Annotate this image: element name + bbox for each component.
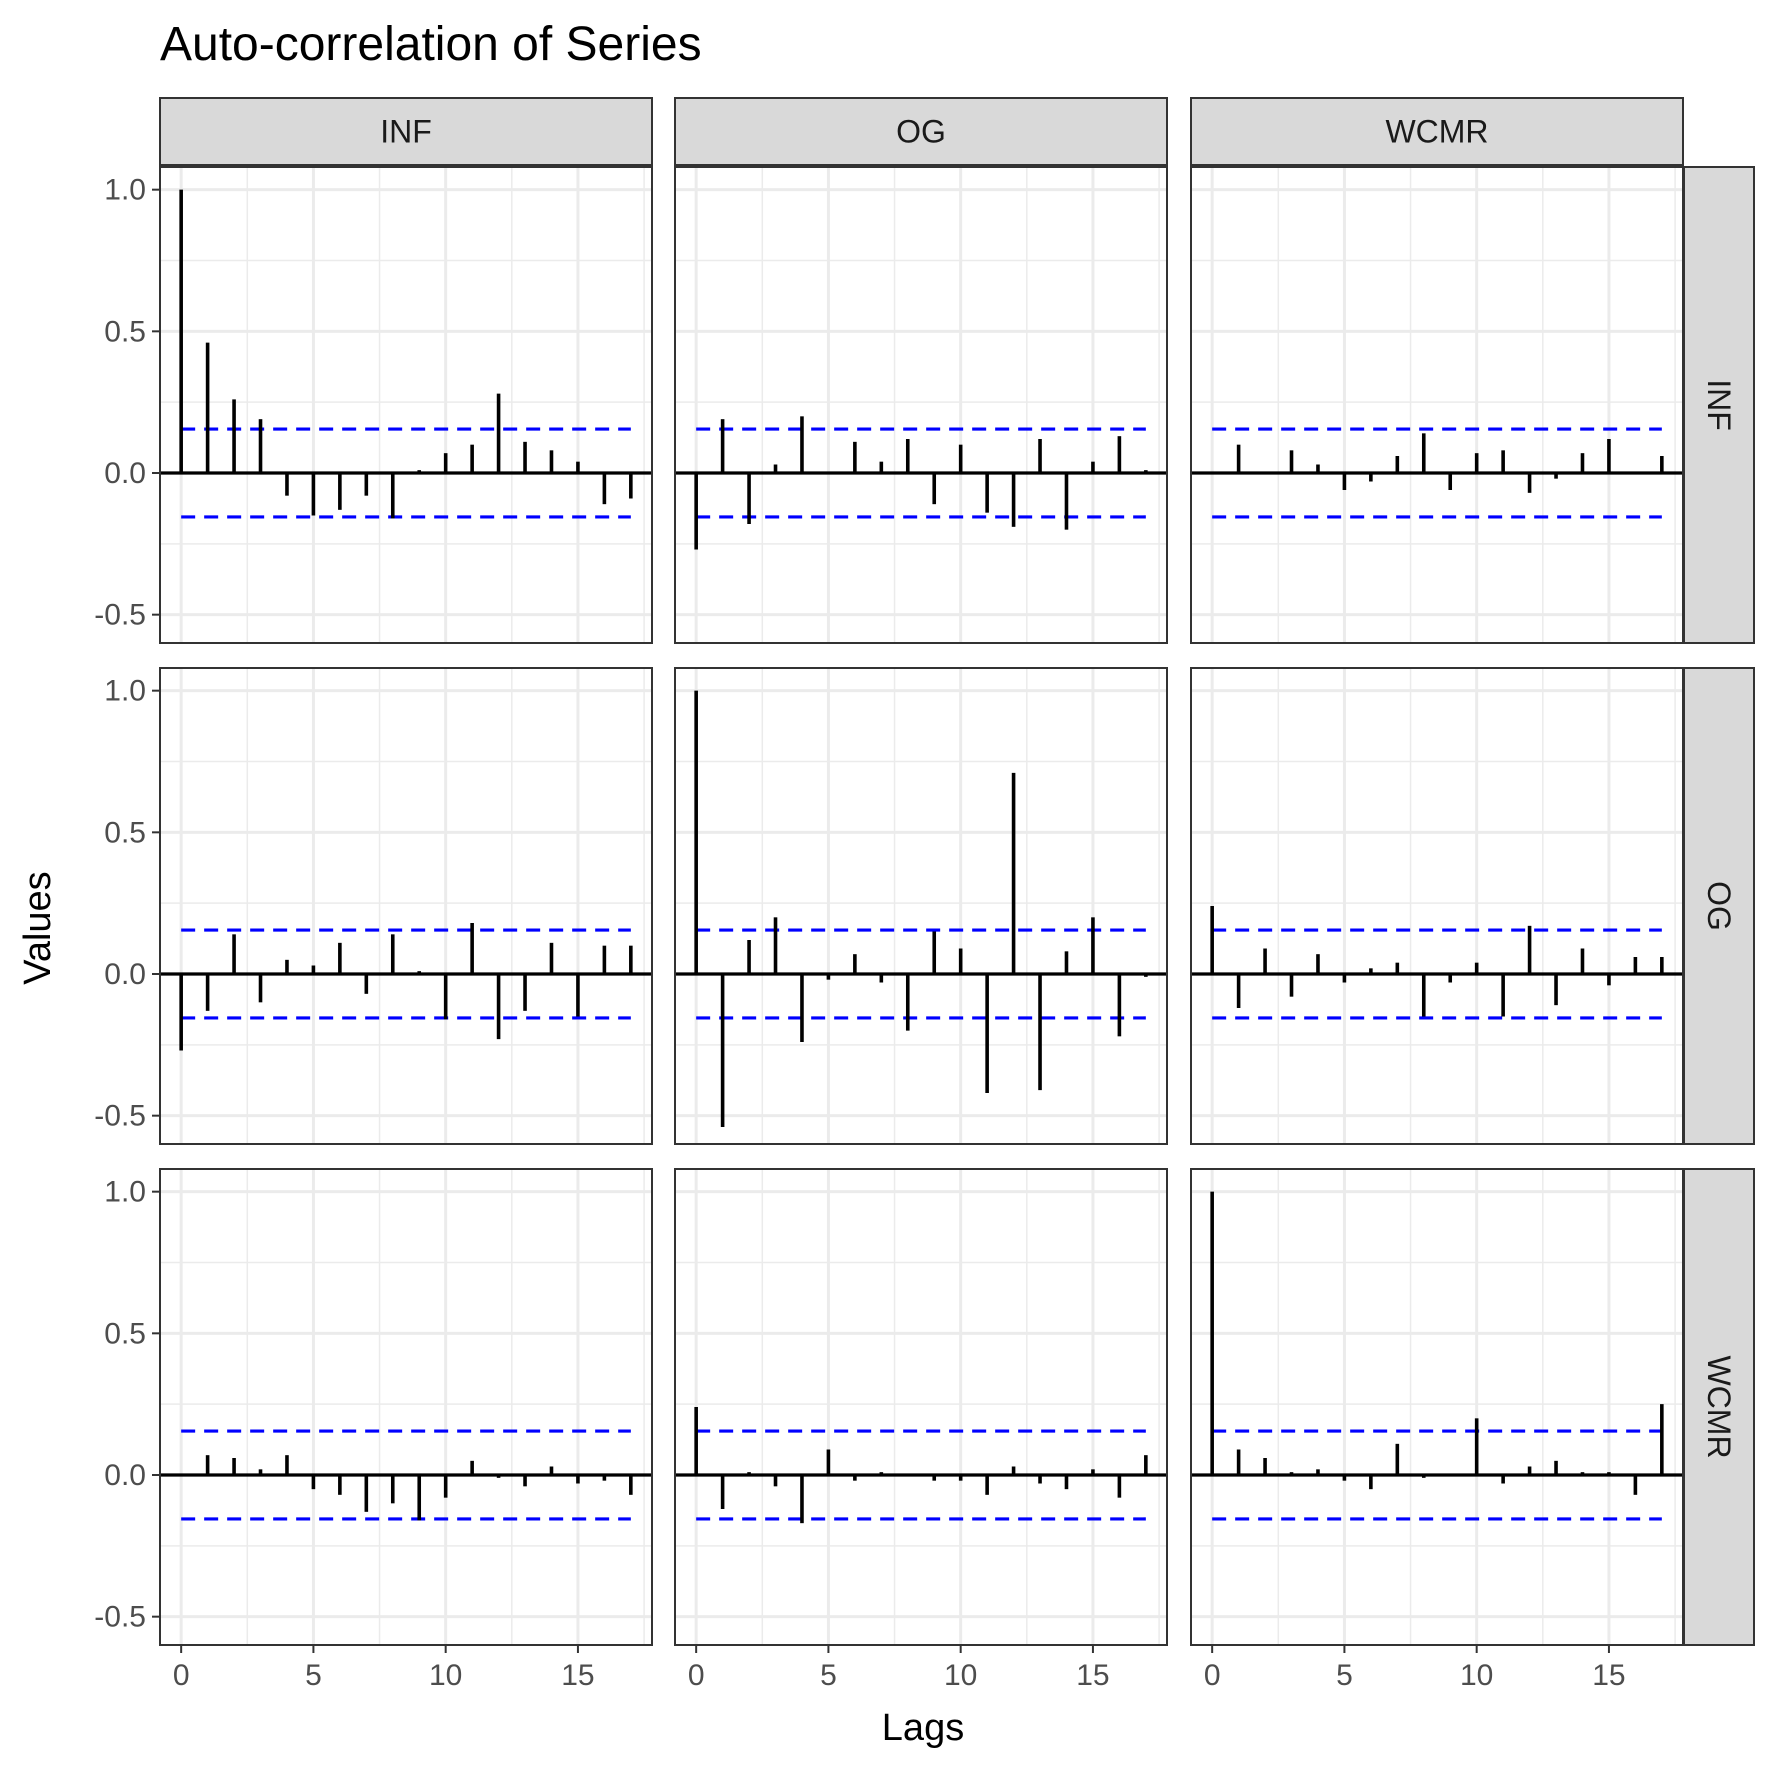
- panel-wcmr-og: [675, 1169, 1167, 1645]
- row-strip-label: WCMR: [1701, 1355, 1737, 1458]
- series-og-inf: [160, 923, 652, 1051]
- chart-title: Auto-correlation of Series: [160, 18, 702, 71]
- y-axis-row-wcmr: -0.5 0.0 0.5 1.0: [94, 1176, 160, 1634]
- column-strip-og: OG: [674, 97, 1168, 166]
- y-tick-label: 0.0: [104, 457, 146, 490]
- row-strip-label: INF: [1701, 379, 1737, 431]
- panel-border: [674, 1168, 1168, 1646]
- y-tick-label: 0.5: [104, 1317, 146, 1350]
- panel-og-wcmr: [1191, 668, 1683, 1144]
- column-strip-label: WCMR: [1385, 114, 1488, 150]
- panel-inf-og: [675, 167, 1167, 643]
- series-inf-og: [675, 416, 1167, 550]
- y-axis-title: Values: [17, 871, 59, 984]
- y-tick-label: -0.5: [94, 1100, 146, 1133]
- series-wcmr-inf: [160, 1429, 652, 1521]
- y-axis-row-og: -0.5 0.0 0.5 1.0: [94, 675, 160, 1133]
- x-tick-label: 5: [1336, 1659, 1353, 1692]
- panel-border: [159, 166, 653, 644]
- series-og-wcmr: [1191, 906, 1683, 1020]
- panel-border: [674, 667, 1168, 1145]
- x-tick-label: 0: [173, 1659, 190, 1692]
- y-tick-label: 0.5: [104, 315, 146, 348]
- x-tick-label: 5: [305, 1659, 322, 1692]
- panel-background: [1191, 1169, 1683, 1645]
- row-strip-wcmr: WCMR: [1683, 1168, 1755, 1646]
- x-tick-label: 10: [429, 1659, 462, 1692]
- panel-wcmr-inf: [160, 1169, 652, 1645]
- panel-background: [675, 1169, 1167, 1645]
- panel-background: [675, 167, 1167, 643]
- series-og-og: [675, 690, 1167, 1127]
- y-tick-label: 0.0: [104, 958, 146, 991]
- y-tick-label: 0.5: [104, 816, 146, 849]
- x-tick-label: 0: [1204, 1659, 1221, 1692]
- x-tick-label: 15: [1592, 1659, 1625, 1692]
- y-tick-label: 1.0: [104, 675, 146, 708]
- panel-background: [675, 668, 1167, 1144]
- panel-wcmr-wcmr: [1191, 1169, 1683, 1645]
- y-axis-row-inf: -0.5 0.0 0.5 1.0: [94, 174, 160, 632]
- series-inf-inf: [160, 189, 652, 519]
- panel-background: [1191, 668, 1683, 1144]
- panel-og-inf: [160, 668, 652, 1144]
- strip-background: [1683, 166, 1755, 644]
- panel-background: [160, 668, 652, 1144]
- x-tick-label: 0: [688, 1659, 705, 1692]
- column-strip-label: INF: [380, 114, 432, 150]
- panel-og-og: [675, 668, 1167, 1144]
- y-tick-label: -0.5: [94, 599, 146, 632]
- row-strip-label: OG: [1701, 881, 1737, 931]
- panel-background: [160, 1169, 652, 1645]
- panel-background: [1191, 167, 1683, 643]
- column-strip-wcmr: WCMR: [1190, 97, 1684, 166]
- row-strip-og: OG: [1683, 667, 1755, 1145]
- x-axis-col-inf: 0 5 10 15: [173, 1645, 595, 1692]
- series-wcmr-og: [675, 1407, 1167, 1524]
- column-strip-inf: INF: [159, 97, 653, 166]
- panel-border: [674, 166, 1168, 644]
- strip-background: [1190, 97, 1684, 166]
- panel-inf-inf: [160, 167, 652, 643]
- strip-background: [159, 97, 653, 166]
- y-tick-label: 0.0: [104, 1459, 146, 1492]
- strip-background: [1683, 1168, 1755, 1646]
- column-strip-label: OG: [896, 114, 946, 150]
- x-tick-label: 10: [944, 1659, 977, 1692]
- x-tick-label: 15: [1076, 1659, 1109, 1692]
- strip-background: [674, 97, 1168, 166]
- x-tick-label: 5: [820, 1659, 837, 1692]
- x-tick-label: 15: [561, 1659, 594, 1692]
- x-tick-label: 10: [1460, 1659, 1493, 1692]
- strip-background: [1683, 667, 1755, 1145]
- y-tick-label: 1.0: [104, 174, 146, 207]
- row-strip-inf: INF: [1683, 166, 1755, 644]
- series-wcmr-wcmr: [1191, 1191, 1683, 1521]
- series-inf-wcmr: [1191, 427, 1683, 519]
- x-axis-title: Lags: [882, 1707, 964, 1749]
- panel-inf-wcmr: [1191, 167, 1683, 643]
- panel-border: [159, 667, 653, 1145]
- panel-border: [159, 1168, 653, 1646]
- panels-layer: INF OG WCMR INF OG WCMR -0.5 0.0 0.5 1.0 -0.5 0.0 0.…: [94, 97, 1755, 1692]
- y-tick-label: -0.5: [94, 1601, 146, 1634]
- y-tick-label: 1.0: [104, 1176, 146, 1209]
- x-axis-col-og: 0 5 10 15: [688, 1645, 1110, 1692]
- x-axis-col-wcmr: 0 5 10 15: [1204, 1645, 1626, 1692]
- panel-background: [160, 167, 652, 643]
